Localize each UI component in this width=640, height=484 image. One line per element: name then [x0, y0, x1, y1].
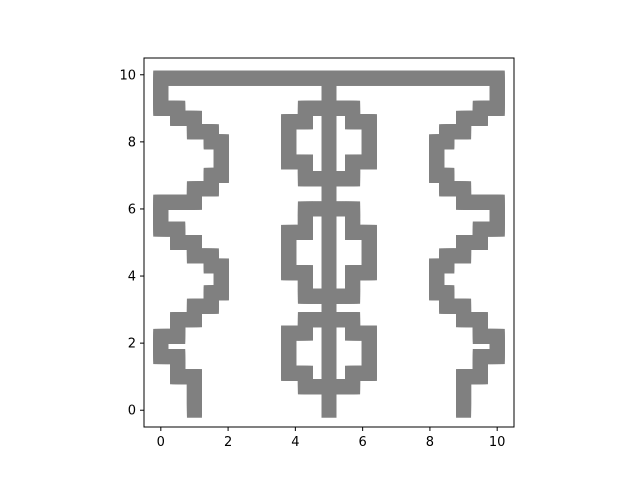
- data-point: [153, 70, 169, 86]
- series-lower-loop: [281, 312, 377, 395]
- x-tick-label: 8: [426, 435, 434, 450]
- y-tick-label: 2: [128, 337, 136, 352]
- x-tick-label: 10: [489, 435, 506, 450]
- series-center-stem: [321, 70, 337, 418]
- y-axis: 0 2 4 6 8 10: [119, 68, 144, 419]
- x-tick-label: 0: [157, 435, 165, 450]
- x-axis: 0 2 4 6 8 10: [157, 427, 506, 450]
- x-tick-label: 4: [291, 435, 299, 450]
- data-point: [321, 100, 337, 116]
- y-tick-label: 10: [119, 68, 136, 83]
- plot-frame: [143, 57, 515, 428]
- series-middle-loop: [281, 201, 377, 304]
- y-tick-label: 6: [128, 202, 136, 217]
- y-tick-label: 4: [128, 270, 136, 285]
- data-point: [321, 201, 337, 217]
- x-tick-label: 2: [224, 435, 232, 450]
- series-right-zigzag: [429, 70, 505, 418]
- series-left-zigzag: [153, 70, 229, 418]
- y-tick-label: 0: [128, 404, 136, 419]
- y-tick-label: 8: [128, 135, 136, 150]
- series-upper-loop: [281, 100, 377, 187]
- x-tick-label: 6: [358, 435, 366, 450]
- data-point: [489, 70, 505, 86]
- plot-marks: [153, 70, 505, 418]
- data-point: [321, 312, 337, 328]
- data-point: [321, 70, 337, 86]
